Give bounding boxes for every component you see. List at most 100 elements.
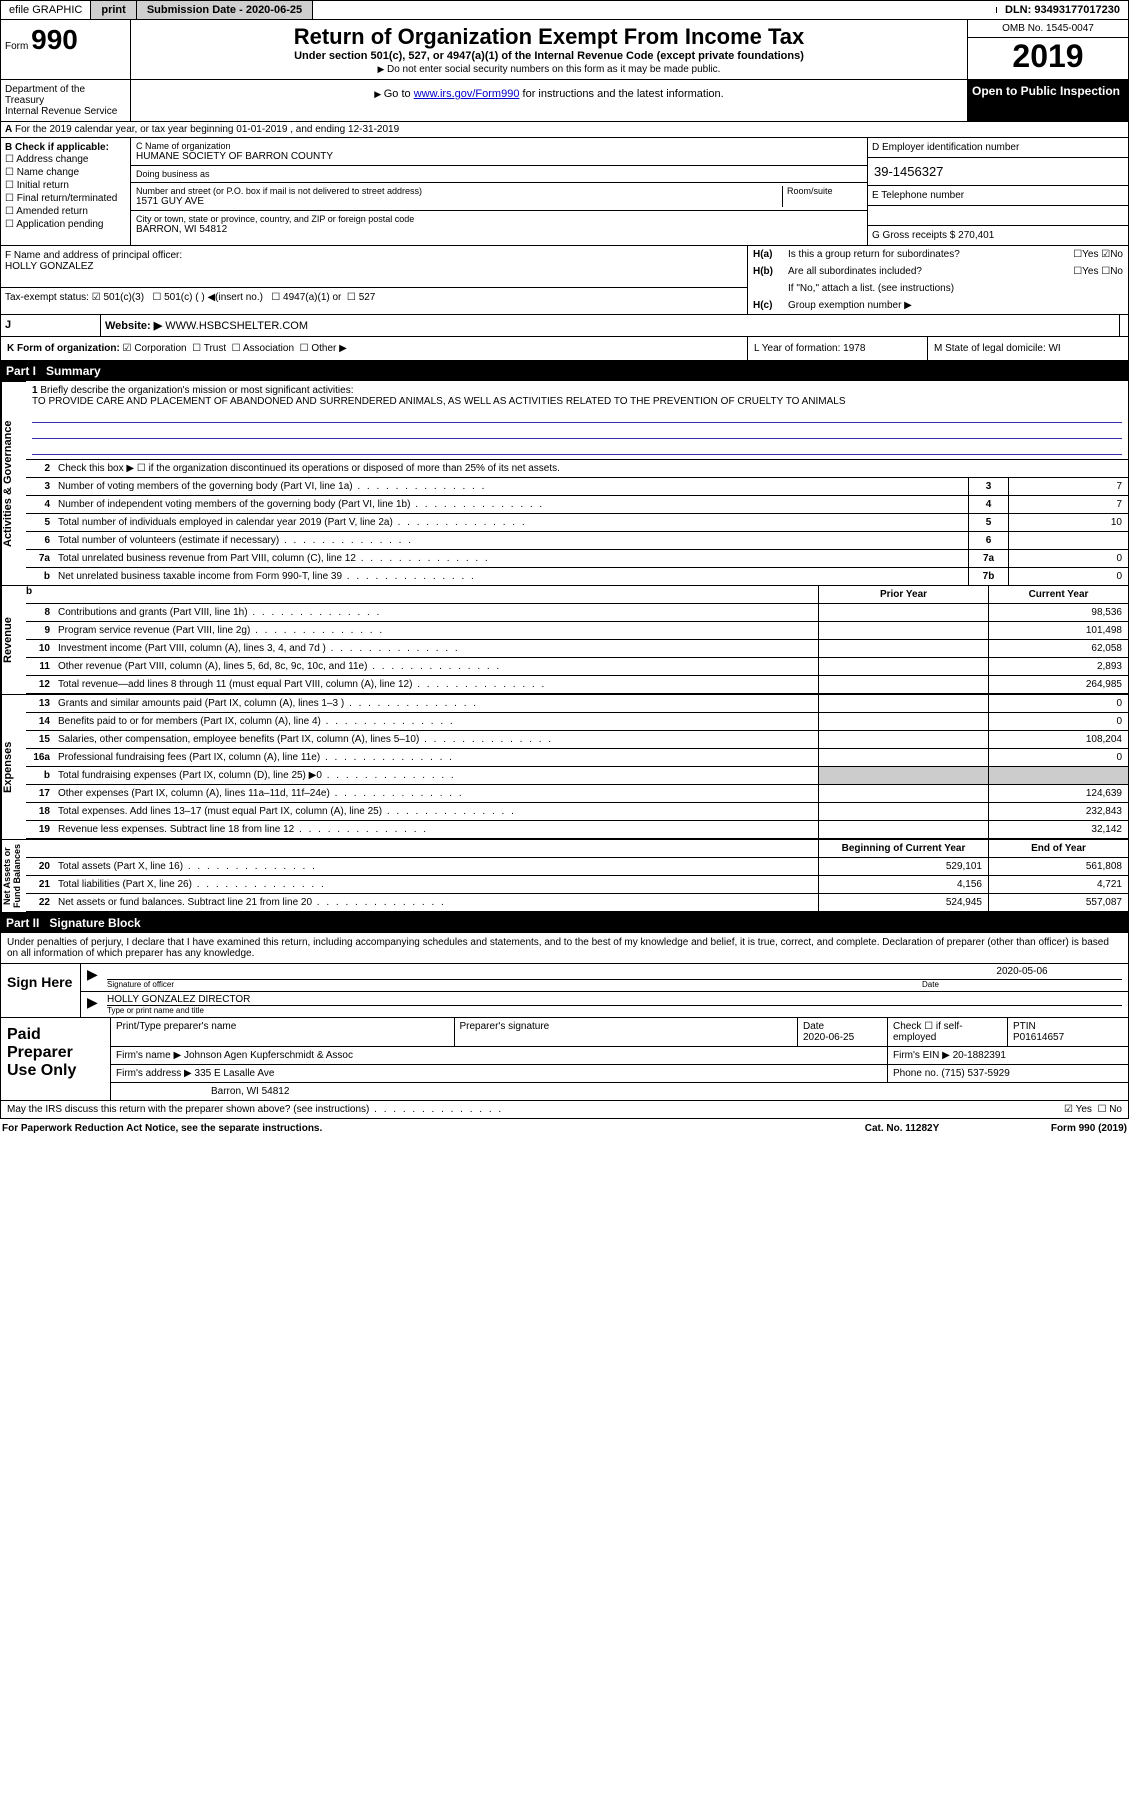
chk-amended[interactable]: Amended return xyxy=(5,205,126,218)
l18-num: 18 xyxy=(26,803,54,820)
sig-line-1: ▶ Signature of officer 2020-05-06 Date xyxy=(81,964,1128,992)
lb-text: Total fundraising expenses (Part IX, col… xyxy=(54,767,818,784)
l3-num: 3 xyxy=(26,478,54,495)
org-name: HUMANE SOCIETY OF BARRON COUNTY xyxy=(136,151,862,162)
part-1-ag-body: 1 Briefly describe the organization's mi… xyxy=(26,381,1128,585)
k-label: K Form of organization: xyxy=(7,343,120,354)
lb-text: Net unrelated business taxable income fr… xyxy=(54,568,968,585)
line-6: 6 Total number of volunteers (estimate i… xyxy=(26,532,1128,550)
firm-name: Firm's name ▶ Johnson Agen Kupferschmidt… xyxy=(111,1047,888,1064)
link-cell: Go to www.irs.gov/Form990 for instructio… xyxy=(131,80,968,121)
print-button[interactable]: print xyxy=(91,1,136,19)
h-b: H(b) Are all subordinates included? ☐Yes… xyxy=(748,263,1128,280)
l10-prior xyxy=(818,640,988,657)
h-c: H(c) Group exemption number ▶ xyxy=(748,297,1128,314)
hb-label: H(b) xyxy=(753,266,788,277)
line-a-text: For the 2019 calendar year, or tax year … xyxy=(15,124,399,135)
l1-rule-1 xyxy=(32,409,1122,423)
l21-num: 21 xyxy=(26,876,54,893)
line-b: b Net unrelated business taxable income … xyxy=(26,568,1128,585)
l5-box: 5 xyxy=(968,514,1008,531)
l19-current: 32,142 xyxy=(988,821,1128,838)
line-9: 9 Program service revenue (Part VIII, li… xyxy=(26,622,1128,640)
na-hdr-blank xyxy=(54,840,818,857)
opt-527: 527 xyxy=(359,292,376,303)
vtab-revenue: Revenue xyxy=(1,586,26,694)
l16a-current: 0 xyxy=(988,749,1128,766)
footer-catno: Cat. No. 11282Y xyxy=(827,1123,977,1134)
chk-address-change[interactable]: Address change xyxy=(5,153,126,166)
irs-no: ☐ No xyxy=(1097,1104,1122,1115)
chk-name-change[interactable]: Name change xyxy=(5,166,126,179)
l17-text: Other expenses (Part IX, column (A), lin… xyxy=(54,785,818,802)
l3-box: 3 xyxy=(968,478,1008,495)
ein: 39-1456327 xyxy=(868,158,1128,186)
l7a-num: 7a xyxy=(26,550,54,567)
l17-current: 124,639 xyxy=(988,785,1128,802)
sig-arrow-1: ▶ xyxy=(87,966,107,989)
l5-val: 10 xyxy=(1008,514,1128,531)
line-20: 20 Total assets (Part X, line 16) 529,10… xyxy=(26,858,1128,876)
l14-current: 0 xyxy=(988,713,1128,730)
website-value[interactable]: WWW.HSBCSHELTER.COM xyxy=(165,320,308,332)
officer-printed-name: HOLLY GONZALEZ DIRECTOR xyxy=(107,994,1122,1006)
l6-val xyxy=(1008,532,1128,549)
sig-date-label: Date xyxy=(922,980,1122,989)
sig-date: 2020-05-06 xyxy=(922,966,1122,980)
l14-prior xyxy=(818,713,988,730)
l18-text: Total expenses. Add lines 13–17 (must eq… xyxy=(54,803,818,820)
m-state: M State of legal domicile: WI xyxy=(928,337,1128,360)
na-hdr-num xyxy=(26,840,54,857)
l16a-text: Professional fundraising fees (Part IX, … xyxy=(54,749,818,766)
line-22: 22 Net assets or fund balances. Subtract… xyxy=(26,894,1128,912)
l-year: L Year of formation: 1978 xyxy=(748,337,928,360)
lb-box: 7b xyxy=(968,568,1008,585)
form-990: 990 xyxy=(31,24,78,55)
l7a-box: 7a xyxy=(968,550,1008,567)
firm-address: Firm's address ▶ 335 E Lasalle Ave xyxy=(111,1065,888,1082)
l7a-val: 0 xyxy=(1008,550,1128,567)
irs-link[interactable]: www.irs.gov/Form990 xyxy=(414,88,520,100)
officer-label: F Name and address of principal officer: xyxy=(5,250,743,261)
rev-hdr-num: b xyxy=(26,586,54,603)
officer-signature-line[interactable] xyxy=(107,966,922,980)
l16a-num: 16a xyxy=(26,749,54,766)
chk-initial-return[interactable]: Initial return xyxy=(5,179,126,192)
main-title: Return of Organization Exempt From Incom… xyxy=(135,24,963,50)
addr-block: Number and street (or P.O. box if mail i… xyxy=(131,183,867,211)
sign-here-label: Sign Here xyxy=(1,964,81,1017)
l10-current: 62,058 xyxy=(988,640,1128,657)
line-13: 13 Grants and similar amounts paid (Part… xyxy=(26,695,1128,713)
l4-val: 7 xyxy=(1008,496,1128,513)
chk-pending[interactable]: Application pending xyxy=(5,218,126,231)
l14-num: 14 xyxy=(26,713,54,730)
eoy-header: End of Year xyxy=(988,840,1128,857)
ha-yesno: ☐Yes ☑No xyxy=(1073,249,1123,260)
note-2-post: for instructions and the latest informat… xyxy=(523,88,724,100)
l22-prior: 524,945 xyxy=(818,894,988,911)
part-1-revenue: Revenue b Prior Year Current Year 8 Cont… xyxy=(0,586,1129,695)
current-year-header: Current Year xyxy=(988,586,1128,603)
line-14: 14 Benefits paid to or for members (Part… xyxy=(26,713,1128,731)
l15-current: 108,204 xyxy=(988,731,1128,748)
ein-label: D Employer identification number xyxy=(868,138,1128,158)
sig-line-2: ▶ HOLLY GONZALEZ DIRECTOR Type or print … xyxy=(81,992,1128,1017)
paid-preparer: Paid Preparer Use Only Print/Type prepar… xyxy=(0,1018,1129,1101)
na-header-row: Beginning of Current Year End of Year xyxy=(26,840,1128,858)
opt-4947: 4947(a)(1) or xyxy=(283,292,341,303)
printed-name-label: Type or print name and title xyxy=(107,1006,1122,1015)
public-inspection: Open to Public Inspection xyxy=(968,80,1128,121)
officer-name: HOLLY GONZALEZ xyxy=(5,261,743,272)
firm-phone: Phone no. (715) 537-5929 xyxy=(888,1065,1128,1082)
l11-prior xyxy=(818,658,988,675)
l9-prior xyxy=(818,622,988,639)
chk-501c3[interactable]: ☑ xyxy=(92,292,104,303)
lb-prior xyxy=(818,767,988,784)
l22-text: Net assets or fund balances. Subtract li… xyxy=(54,894,818,911)
lb-current xyxy=(988,767,1128,784)
l7a-text: Total unrelated business revenue from Pa… xyxy=(54,550,968,567)
chk-final-return[interactable]: Final return/terminated xyxy=(5,192,126,205)
rev-header-row: b Prior Year Current Year xyxy=(26,586,1128,604)
omb-cell: OMB No. 1545-0047 2019 xyxy=(968,20,1128,79)
line-18: 18 Total expenses. Add lines 13–17 (must… xyxy=(26,803,1128,821)
